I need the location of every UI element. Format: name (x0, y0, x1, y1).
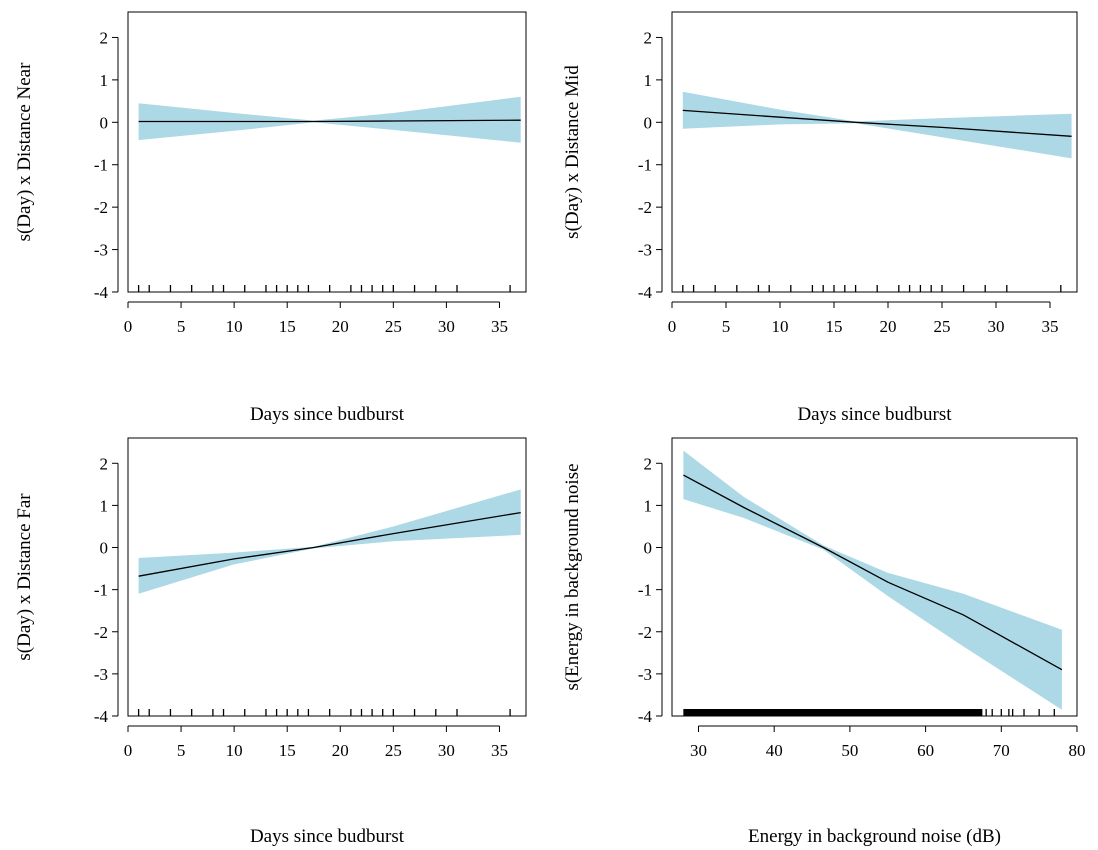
y-tick-label: -1 (94, 581, 108, 600)
x-axis-label: Days since budburst (797, 404, 952, 425)
confidence-band (139, 97, 521, 143)
y-tick-label: 0 (100, 113, 109, 132)
y-tick-label: 0 (100, 539, 109, 558)
x-tick-label: 15 (826, 317, 843, 336)
x-tick-label: 35 (1042, 317, 1059, 336)
x-tick-label: 40 (766, 741, 783, 760)
x-tick-label: 60 (917, 741, 934, 760)
chart-panel: -4 -3 -2 -1 0 1 2 30 40 50 60 70 80 Energy in backgro… (562, 438, 1086, 847)
x-tick-label: 20 (332, 317, 349, 336)
y-tick-label: -2 (638, 623, 652, 642)
y-tick-label: -2 (94, 623, 108, 642)
confidence-band (683, 92, 1072, 159)
y-tick-label: -1 (638, 581, 652, 600)
y-tick-label: -3 (638, 241, 652, 260)
y-tick-label: -2 (94, 198, 108, 217)
x-tick-label: 10 (226, 317, 243, 336)
x-tick-label: 35 (491, 741, 508, 760)
y-tick-label: 2 (100, 28, 109, 47)
x-tick-label: 25 (385, 317, 402, 336)
x-tick-label: 30 (438, 317, 455, 336)
y-tick-label: -1 (638, 156, 652, 175)
y-tick-label: 1 (644, 496, 653, 515)
y-tick-label: 2 (644, 454, 653, 473)
x-tick-label: 0 (124, 317, 133, 336)
y-tick-label: 2 (644, 28, 653, 47)
x-axis-label: Days since budburst (250, 404, 405, 425)
plot-frame (672, 12, 1077, 292)
x-tick-label: 10 (772, 317, 789, 336)
x-tick-label: 80 (1069, 741, 1086, 760)
x-tick-label: 50 (841, 741, 858, 760)
x-tick-label: 30 (988, 317, 1005, 336)
y-tick-label: -4 (638, 707, 653, 726)
x-tick-label: 10 (226, 741, 243, 760)
y-tick-label: -1 (94, 156, 108, 175)
y-tick-label: 1 (100, 71, 109, 90)
y-tick-label: -3 (94, 241, 108, 260)
y-tick-label: 0 (644, 539, 653, 558)
x-tick-label: 25 (934, 317, 951, 336)
y-axis-label: s(Day) x Distance Far (14, 493, 35, 661)
confidence-band (139, 489, 521, 593)
x-tick-label: 0 (668, 317, 677, 336)
confidence-band (683, 451, 1062, 710)
y-tick-label: -4 (638, 283, 653, 302)
y-tick-label: -2 (638, 198, 652, 217)
x-tick-label: 5 (722, 317, 731, 336)
y-tick-label: -3 (638, 665, 652, 684)
x-axis-label: Energy in background noise (dB) (748, 826, 1001, 847)
y-tick-label: 1 (644, 71, 653, 90)
y-tick-label: 0 (644, 113, 653, 132)
y-axis-label: s(Energy in background noise (562, 463, 583, 690)
x-tick-label: 70 (993, 741, 1010, 760)
y-tick-label: 1 (100, 496, 109, 515)
x-tick-label: 20 (332, 741, 349, 760)
y-tick-label: -4 (94, 283, 109, 302)
rug-dense-block (683, 709, 982, 716)
y-axis-label: s(Day) x Distance Mid (562, 65, 583, 239)
y-tick-label: -4 (94, 707, 109, 726)
x-tick-label: 15 (279, 741, 296, 760)
x-tick-label: 20 (880, 317, 897, 336)
x-tick-label: 15 (279, 317, 296, 336)
x-tick-label: 30 (438, 741, 455, 760)
x-tick-label: 5 (177, 317, 186, 336)
y-axis-label: s(Day) x Distance Near (14, 62, 35, 242)
y-tick-label: -3 (94, 665, 108, 684)
x-tick-label: 25 (385, 741, 402, 760)
x-tick-label: 30 (690, 741, 707, 760)
plot-frame (128, 12, 526, 292)
x-tick-label: 0 (124, 741, 133, 760)
y-tick-label: 2 (100, 454, 109, 473)
x-tick-label: 5 (177, 741, 186, 760)
x-tick-label: 35 (491, 317, 508, 336)
x-axis-label: Days since budburst (250, 826, 405, 847)
